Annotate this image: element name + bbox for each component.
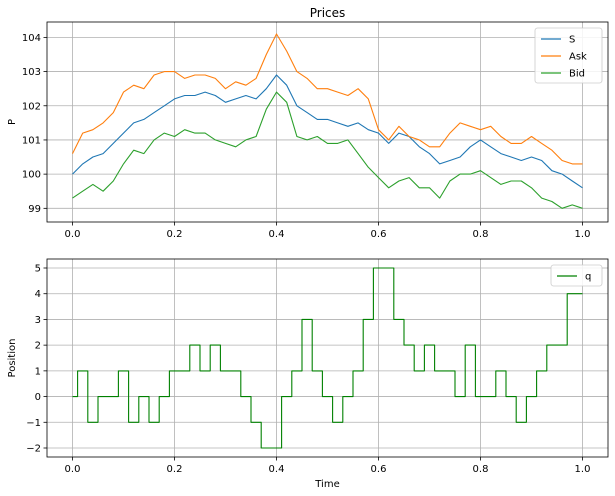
legend-label-q: q	[585, 272, 591, 283]
prices-x-tick-label: 0.0	[65, 229, 81, 240]
position-y-tick-label: 0	[35, 392, 41, 403]
prices-x-tick-label: 0.8	[473, 229, 489, 240]
position-y-tick-label: −2	[26, 444, 41, 455]
series-line-q	[72, 267, 583, 449]
position-legend: q	[550, 264, 603, 287]
position-series	[72, 267, 583, 449]
prices-y-tick-label: 102	[22, 101, 41, 112]
position-x-tick-label: 0.2	[167, 464, 183, 475]
series-line-S	[72, 74, 583, 189]
prices-x-tick-label: 0.2	[167, 229, 183, 240]
prices-y-axis-label: P	[7, 119, 18, 125]
position-x-tick-label: 0.6	[371, 464, 387, 475]
series-line-Ask	[72, 33, 583, 165]
prices-y-tick-label: 100	[22, 170, 41, 181]
prices-axes-frame	[46, 21, 609, 223]
position-axes-frame	[46, 258, 609, 458]
position-y-tick-label: 2	[35, 341, 41, 352]
prices-title: Prices	[310, 6, 346, 20]
prices-legend-box	[534, 27, 603, 84]
position-x-tick-label: 1.0	[575, 464, 591, 475]
position-chart: 0.0 0.2 0.4 0.6 0.8 1.0 −2 −1 0 1 2 3 4 5 Time Positi…	[7, 258, 609, 490]
prices-x-tick-label: 0.6	[371, 229, 387, 240]
position-x-axis-label: Time	[314, 479, 339, 490]
prices-legend: S Ask Bid	[534, 27, 603, 84]
position-grid	[47, 259, 608, 457]
prices-y-tick-label: 99	[28, 204, 41, 215]
prices-grid	[47, 22, 608, 222]
position-x-tick-label: 0.8	[473, 464, 489, 475]
position-y-axis-label: Position	[7, 339, 18, 378]
legend-label-Ask: Ask	[569, 52, 587, 63]
prices-y-tick-label: 104	[22, 33, 41, 44]
position-y-tick-label: 5	[35, 264, 41, 275]
position-x-tick-label: 0.4	[269, 464, 285, 475]
prices-x-tick-label: 0.4	[269, 229, 285, 240]
position-y-tick-label: 3	[35, 315, 41, 326]
prices-ticks: 0.0 0.2 0.4 0.6 0.8 1.0 99 100 101 102 103 104	[22, 33, 591, 240]
position-y-tick-label: 4	[35, 289, 41, 300]
prices-series	[72, 33, 583, 209]
position-y-tick-label: 1	[35, 366, 41, 377]
prices-y-tick-label: 101	[22, 135, 41, 146]
position-y-tick-label: −1	[26, 418, 41, 429]
legend-label-Bid: Bid	[569, 69, 585, 80]
position-ticks: 0.0 0.2 0.4 0.6 0.8 1.0 −2 −1 0 1 2 3 4 5	[26, 264, 590, 476]
prices-y-tick-label: 103	[22, 67, 41, 78]
series-line-Bid	[72, 91, 583, 209]
prices-x-tick-label: 1.0	[575, 229, 591, 240]
prices-chart: 0.0 0.2 0.4 0.6 0.8 1.0 99 100 101 102 103 104 Pric…	[7, 6, 609, 240]
legend-label-S: S	[569, 35, 575, 46]
position-x-tick-label: 0.0	[65, 464, 81, 475]
